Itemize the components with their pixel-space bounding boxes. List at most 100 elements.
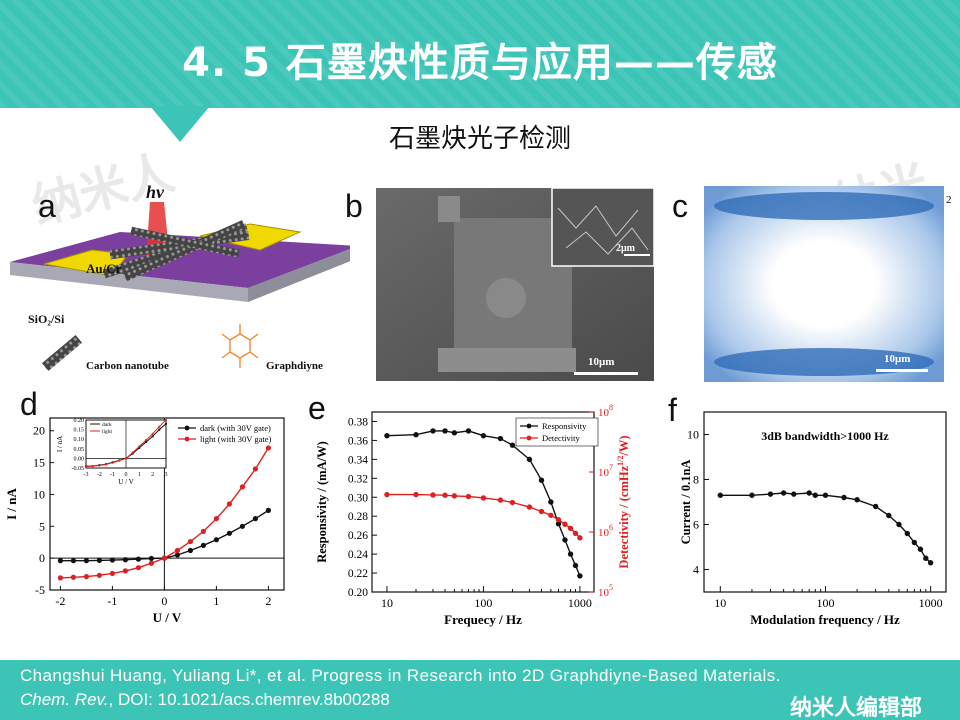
data-point xyxy=(480,495,487,501)
data-point xyxy=(767,491,774,497)
data-point xyxy=(548,512,554,518)
hv-label: hν xyxy=(146,182,165,202)
inset-data-point xyxy=(131,451,134,454)
data-point xyxy=(174,552,180,558)
data-point xyxy=(509,499,516,506)
substrate-label: SiO₂/Si xyxy=(28,312,65,326)
inset-data-point xyxy=(111,461,114,464)
nanotube-network xyxy=(102,220,250,282)
data-point xyxy=(265,445,271,451)
electrode-pad xyxy=(438,348,576,372)
data-point xyxy=(791,491,797,497)
panel-label-e: e xyxy=(308,390,326,426)
x-axis-label: Modulation frequency / Hz xyxy=(750,612,900,627)
tick-label: 0.30 xyxy=(348,492,368,504)
tick-label: 15 xyxy=(33,456,45,470)
tick-label: 107 xyxy=(598,463,613,479)
data-point xyxy=(213,537,219,543)
inset-x-label: U / V xyxy=(118,478,133,486)
inset-data-point xyxy=(164,422,168,425)
inset-legend-entry: dark xyxy=(102,422,112,428)
tick-label: 0.22 xyxy=(348,568,368,580)
data-point xyxy=(96,572,102,578)
inset-tick-label: 1 xyxy=(138,472,141,478)
tick-label: -2 xyxy=(55,594,65,608)
data-point xyxy=(226,530,232,536)
photocurrent-map: 10μm xyxy=(704,186,944,382)
footer-bar xyxy=(0,660,960,720)
sem-inset xyxy=(551,188,654,267)
inset-tick-label: 2 xyxy=(151,472,154,478)
tick-label: 0.28 xyxy=(348,511,368,523)
panel-label-a: a xyxy=(38,188,56,224)
banner-notch xyxy=(150,106,210,142)
inset-data-point xyxy=(144,440,148,444)
tick-label: 10 xyxy=(381,596,393,610)
y-axis-label: Responsivity / (mA/W) xyxy=(315,441,329,563)
data-point xyxy=(451,430,458,436)
data-point xyxy=(239,523,245,529)
data-point xyxy=(911,539,918,546)
tick-label: 1000 xyxy=(919,596,943,610)
data-point xyxy=(213,516,219,522)
data-point xyxy=(200,528,206,534)
legend-box xyxy=(515,417,599,447)
graphdiyne-icon xyxy=(221,324,259,368)
data-point xyxy=(896,521,902,528)
journal-name: Chem. Rev. xyxy=(20,690,109,709)
inset-tick-label: -0.05 xyxy=(72,466,85,472)
inset-tick-label: -3 xyxy=(84,472,89,478)
data-point xyxy=(509,442,516,448)
data-point xyxy=(572,530,579,537)
tick-label: 5 xyxy=(39,519,45,533)
tick-label: 1000 xyxy=(568,596,592,610)
data-point xyxy=(577,573,583,579)
legend-entry: Responsivity xyxy=(542,421,587,431)
citation-line-1: Changshui Huang, Yuliang Li*, et al. Pro… xyxy=(20,666,781,685)
tick-label: 100 xyxy=(816,596,834,610)
data-point xyxy=(555,521,562,527)
chart-frequency: 10 100 1000 0.20 0.22 0.24 0.26 0.28 0.30 0.32 0.3… xyxy=(315,403,631,627)
data-point xyxy=(717,492,723,498)
y-axis-label: Current / 0.1nA xyxy=(679,460,693,545)
graphdiyne-legend: Graphdiyne xyxy=(266,360,323,372)
data-point xyxy=(749,492,755,498)
panel-label-c: c xyxy=(672,188,688,224)
slide-subtitle: 石墨炔光子检测 xyxy=(388,124,571,154)
data-point xyxy=(122,568,128,574)
data-point xyxy=(148,555,154,562)
panel-label-f: f xyxy=(668,392,677,428)
scale-bar xyxy=(574,372,638,375)
data-point xyxy=(83,574,89,580)
inset-tick-label: -2 xyxy=(97,472,102,478)
tick-label: 0.32 xyxy=(348,473,368,485)
y-axis-label: I / nA xyxy=(4,487,19,519)
y2-axis-label: Detectivity / (cmHz1/2/W) xyxy=(616,435,631,568)
inset-tick-label: 0.00 xyxy=(74,456,85,462)
inset-tick-label: 0 xyxy=(125,472,128,478)
data-point xyxy=(413,432,419,438)
data-point xyxy=(465,493,472,500)
data-point xyxy=(442,428,448,434)
data-point xyxy=(562,521,568,527)
inset-data-point xyxy=(144,439,148,442)
data-point xyxy=(135,556,141,562)
data-point xyxy=(465,428,472,434)
panel-label-b: b xyxy=(345,188,363,224)
inset-tick-label: 0.10 xyxy=(74,437,85,443)
title-banner xyxy=(0,0,960,108)
data-point xyxy=(567,525,574,532)
data-point xyxy=(200,542,206,549)
legend-entry: light (with 30V gate) xyxy=(200,434,272,444)
inset-data-point xyxy=(124,457,128,460)
data-point xyxy=(384,432,390,439)
tick-label: 2 xyxy=(265,594,271,608)
data-point xyxy=(538,477,545,483)
data-point xyxy=(497,435,504,442)
doi-text: , DOI: 10.1021/acs.chemrev.8b00288 xyxy=(108,690,390,709)
data-point xyxy=(822,492,829,498)
scale-bar xyxy=(876,369,928,372)
data-point xyxy=(122,557,128,563)
data-point xyxy=(109,570,115,577)
